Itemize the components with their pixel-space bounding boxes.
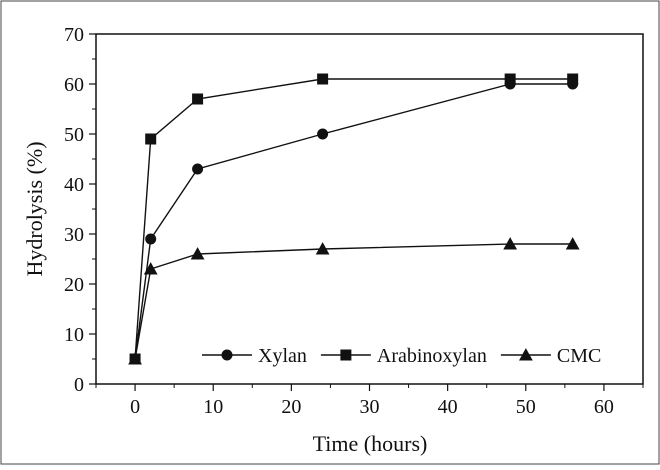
x-tick-label: 50 <box>516 396 536 418</box>
y-tick-label: 40 <box>64 174 84 196</box>
series-xylan <box>129 78 579 365</box>
x-tick-label: 60 <box>594 396 614 418</box>
legend-item-cmc: CMC <box>500 345 601 367</box>
data-point-cmc <box>503 237 518 250</box>
data-point-xylan <box>192 163 204 175</box>
series-line-xylan <box>134 83 573 360</box>
y-tick-label: 10 <box>64 324 84 346</box>
legend-label: CMC <box>557 345 601 367</box>
data-point-xylan <box>145 233 157 245</box>
x-axis-label: Time (hours) <box>313 431 428 456</box>
y-tick-label: 60 <box>64 74 84 96</box>
y-tick-label: 0 <box>74 374 84 396</box>
y-axis-label: Hydrolysis (%) <box>22 141 47 276</box>
data-point-arabinoxylan <box>567 73 579 85</box>
series-layer <box>128 73 580 365</box>
data-point-xylan <box>317 128 329 140</box>
legend-item-arabinoxylan: Arabinoxylan <box>320 345 487 367</box>
series-line-cmc <box>134 243 573 360</box>
x-tick-label: 30 <box>360 396 380 418</box>
y-tick-label: 70 <box>64 24 84 46</box>
y-tick-label: 30 <box>64 224 84 246</box>
data-point-arabinoxylan <box>504 73 516 85</box>
data-point-cmc <box>143 262 158 275</box>
data-point-arabinoxylan <box>145 133 157 145</box>
series-cmc <box>128 237 580 365</box>
data-point-arabinoxylan <box>192 93 204 105</box>
data-point-arabinoxylan <box>317 73 329 85</box>
series-arabinoxylan <box>129 73 579 365</box>
legend-item-xylan: Xylan <box>202 345 307 367</box>
x-tick-label: 40 <box>438 396 458 418</box>
y-tick-label: 50 <box>64 124 84 146</box>
x-tick-label: 0 <box>130 396 140 418</box>
data-point-cmc <box>315 242 330 255</box>
legend: Xylan Arabinoxylan CMC <box>202 345 601 367</box>
legend-label: Xylan <box>258 345 307 367</box>
x-tick-label: 10 <box>203 396 223 418</box>
y-tick-label: 20 <box>64 274 84 296</box>
x-tick-label: 20 <box>281 396 301 418</box>
data-point-cmc <box>190 247 205 260</box>
legend-marker <box>340 349 352 361</box>
data-point-cmc <box>565 237 580 250</box>
legend-marker <box>221 349 233 361</box>
data-point-cmc <box>128 352 142 365</box>
axes: 0 10 20 30 40 50 60 70 0 10 20 30 40 50 60 <box>64 24 644 418</box>
legend-marker <box>519 348 533 361</box>
plot-area <box>95 33 644 385</box>
series-line-arabinoxylan <box>134 78 573 360</box>
legend-label: Arabinoxylan <box>377 345 487 367</box>
